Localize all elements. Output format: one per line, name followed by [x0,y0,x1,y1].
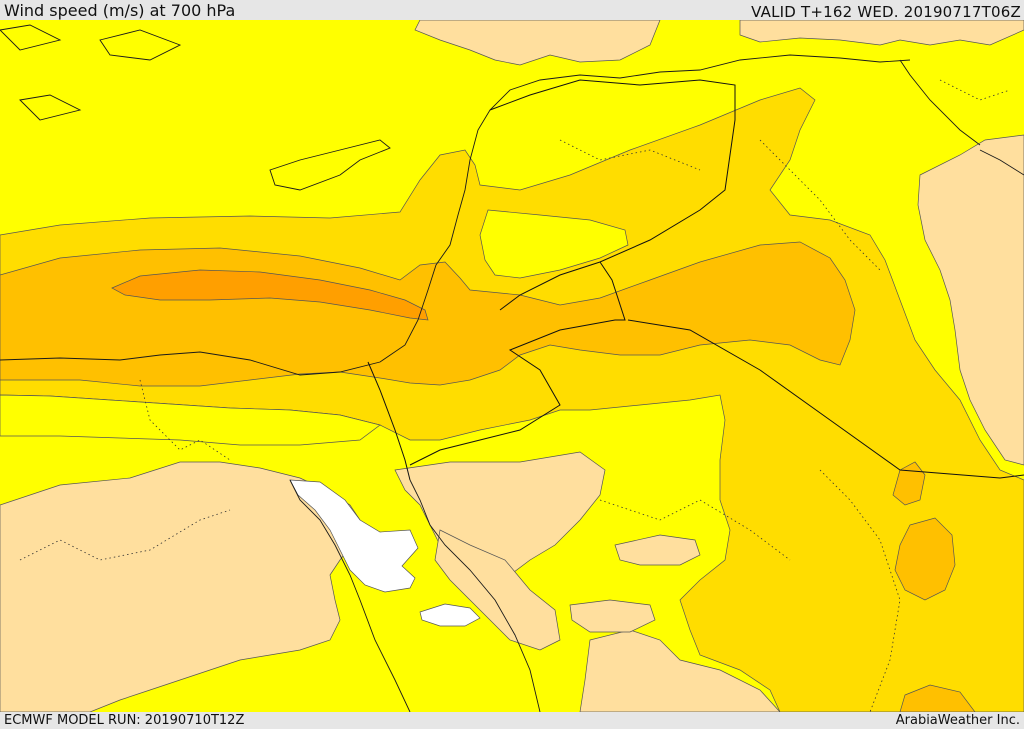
high-blob-1 [892,461,926,506]
country-borders [367,79,1024,481]
header-bar: Wind speed (m/s) at 700 hPa VALID T+162 … [0,0,1024,20]
chart-title: Wind speed (m/s) at 700 hPa [4,1,236,20]
wind-speed-map [0,20,1024,712]
low-wind-area-blob-2 [569,599,656,633]
low-inset-jordan [479,209,629,279]
wind-band-medium [0,87,1024,712]
credit: ArabiaWeather Inc. [895,713,1020,728]
high-blob-3 [899,684,976,712]
footer-bar: ECMWF MODEL RUN: 20190710T12Z ArabiaWeat… [0,712,1024,729]
low-wind-area-south-east [579,629,781,712]
missing-data-gulf [289,479,419,593]
low-wind-area-arabia [434,529,561,651]
wind-band-top [111,269,429,321]
model-run: ECMWF MODEL RUN: 20190710T12Z [4,713,245,728]
low-wind-area-east-strip [917,134,1024,466]
low-wind-area-north-east [739,20,1024,46]
admin-lines [19,79,1011,712]
low-inset-sinai [0,394,381,446]
low-wind-area-north [414,20,661,66]
high-blob-2 [894,517,956,601]
coastlines [0,24,1024,712]
valid-time: VALID T+162 WED. 20190717T06Z [751,3,1021,21]
missing-data-patch [419,603,481,627]
low-wind-area-blob-1 [614,534,701,566]
low-wind-area-south [0,461,361,712]
